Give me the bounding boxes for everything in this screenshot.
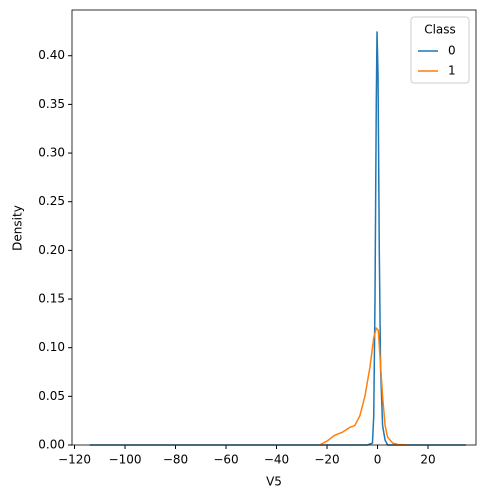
x-tick-label: −100	[109, 453, 142, 467]
y-tick-label: 0.00	[38, 438, 65, 452]
y-axis-label: Density	[11, 205, 25, 251]
legend-label: 1	[448, 64, 456, 78]
x-tick-label: −40	[264, 453, 289, 467]
x-tick-label: −80	[163, 453, 188, 467]
x-tick-label: 0	[374, 453, 382, 467]
x-tick-label: 20	[420, 453, 435, 467]
y-tick-label: 0.40	[38, 48, 65, 62]
y-tick-label: 0.10	[38, 340, 65, 354]
y-tick-label: 0.30	[38, 146, 65, 160]
x-tick-label: −120	[58, 453, 91, 467]
x-axis-label: V5	[266, 475, 282, 489]
y-tick-label: 0.15	[38, 292, 65, 306]
line-series	[89, 31, 466, 446]
line-series	[319, 326, 408, 446]
plot-frame	[71, 9, 477, 446]
y-tick-label: 0.20	[38, 243, 65, 257]
legend-label: 0	[448, 44, 456, 58]
legend-box	[410, 16, 470, 84]
legend-title: Class	[424, 23, 456, 37]
y-tick-label: 0.25	[38, 194, 65, 208]
y-tick-label: 0.35	[38, 97, 65, 111]
x-tick-label: −20	[314, 453, 339, 467]
x-tick-label: −60	[213, 453, 238, 467]
y-tick-label: 0.05	[38, 389, 65, 403]
